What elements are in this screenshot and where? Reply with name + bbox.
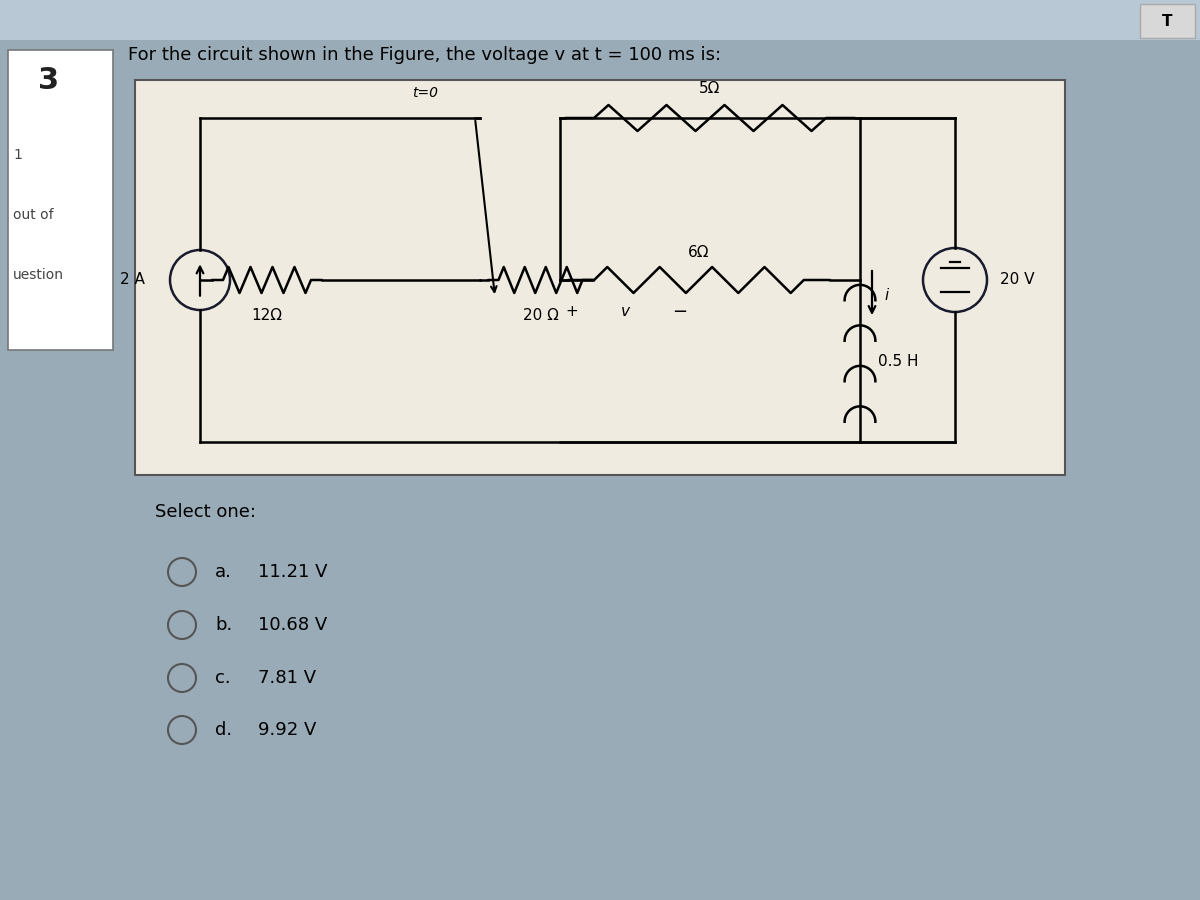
Text: 9.92 V: 9.92 V xyxy=(258,721,317,739)
Text: 12Ω: 12Ω xyxy=(252,308,282,323)
Text: 20 Ω: 20 Ω xyxy=(522,308,558,323)
Text: c.: c. xyxy=(215,669,230,687)
FancyBboxPatch shape xyxy=(8,50,113,350)
Text: 10.68 V: 10.68 V xyxy=(258,616,328,634)
Text: d.: d. xyxy=(215,721,232,739)
Text: Select one:: Select one: xyxy=(155,503,256,521)
Text: 3: 3 xyxy=(38,66,59,94)
Text: 6Ω: 6Ω xyxy=(689,245,709,260)
Text: T: T xyxy=(1162,14,1172,29)
Text: uestion: uestion xyxy=(13,268,64,282)
Text: 0.5 H: 0.5 H xyxy=(878,354,918,368)
Text: For the circuit shown in the Figure, the voltage v at t = 100 ms is:: For the circuit shown in the Figure, the… xyxy=(128,46,721,64)
Text: b.: b. xyxy=(215,616,233,634)
Text: −: − xyxy=(672,303,688,321)
FancyBboxPatch shape xyxy=(0,0,1200,40)
Text: t=0: t=0 xyxy=(412,86,438,100)
FancyBboxPatch shape xyxy=(134,80,1066,475)
Text: v: v xyxy=(620,304,630,320)
Text: +: + xyxy=(565,304,578,320)
FancyBboxPatch shape xyxy=(1140,4,1195,38)
Text: 11.21 V: 11.21 V xyxy=(258,563,328,581)
Text: 7.81 V: 7.81 V xyxy=(258,669,316,687)
Text: i: i xyxy=(884,287,888,302)
Text: 2 A: 2 A xyxy=(120,273,145,287)
Text: a.: a. xyxy=(215,563,232,581)
Text: 20 V: 20 V xyxy=(1000,273,1034,287)
Text: out of: out of xyxy=(13,208,54,222)
Text: 1: 1 xyxy=(13,148,22,162)
Text: 5Ω: 5Ω xyxy=(700,81,721,96)
